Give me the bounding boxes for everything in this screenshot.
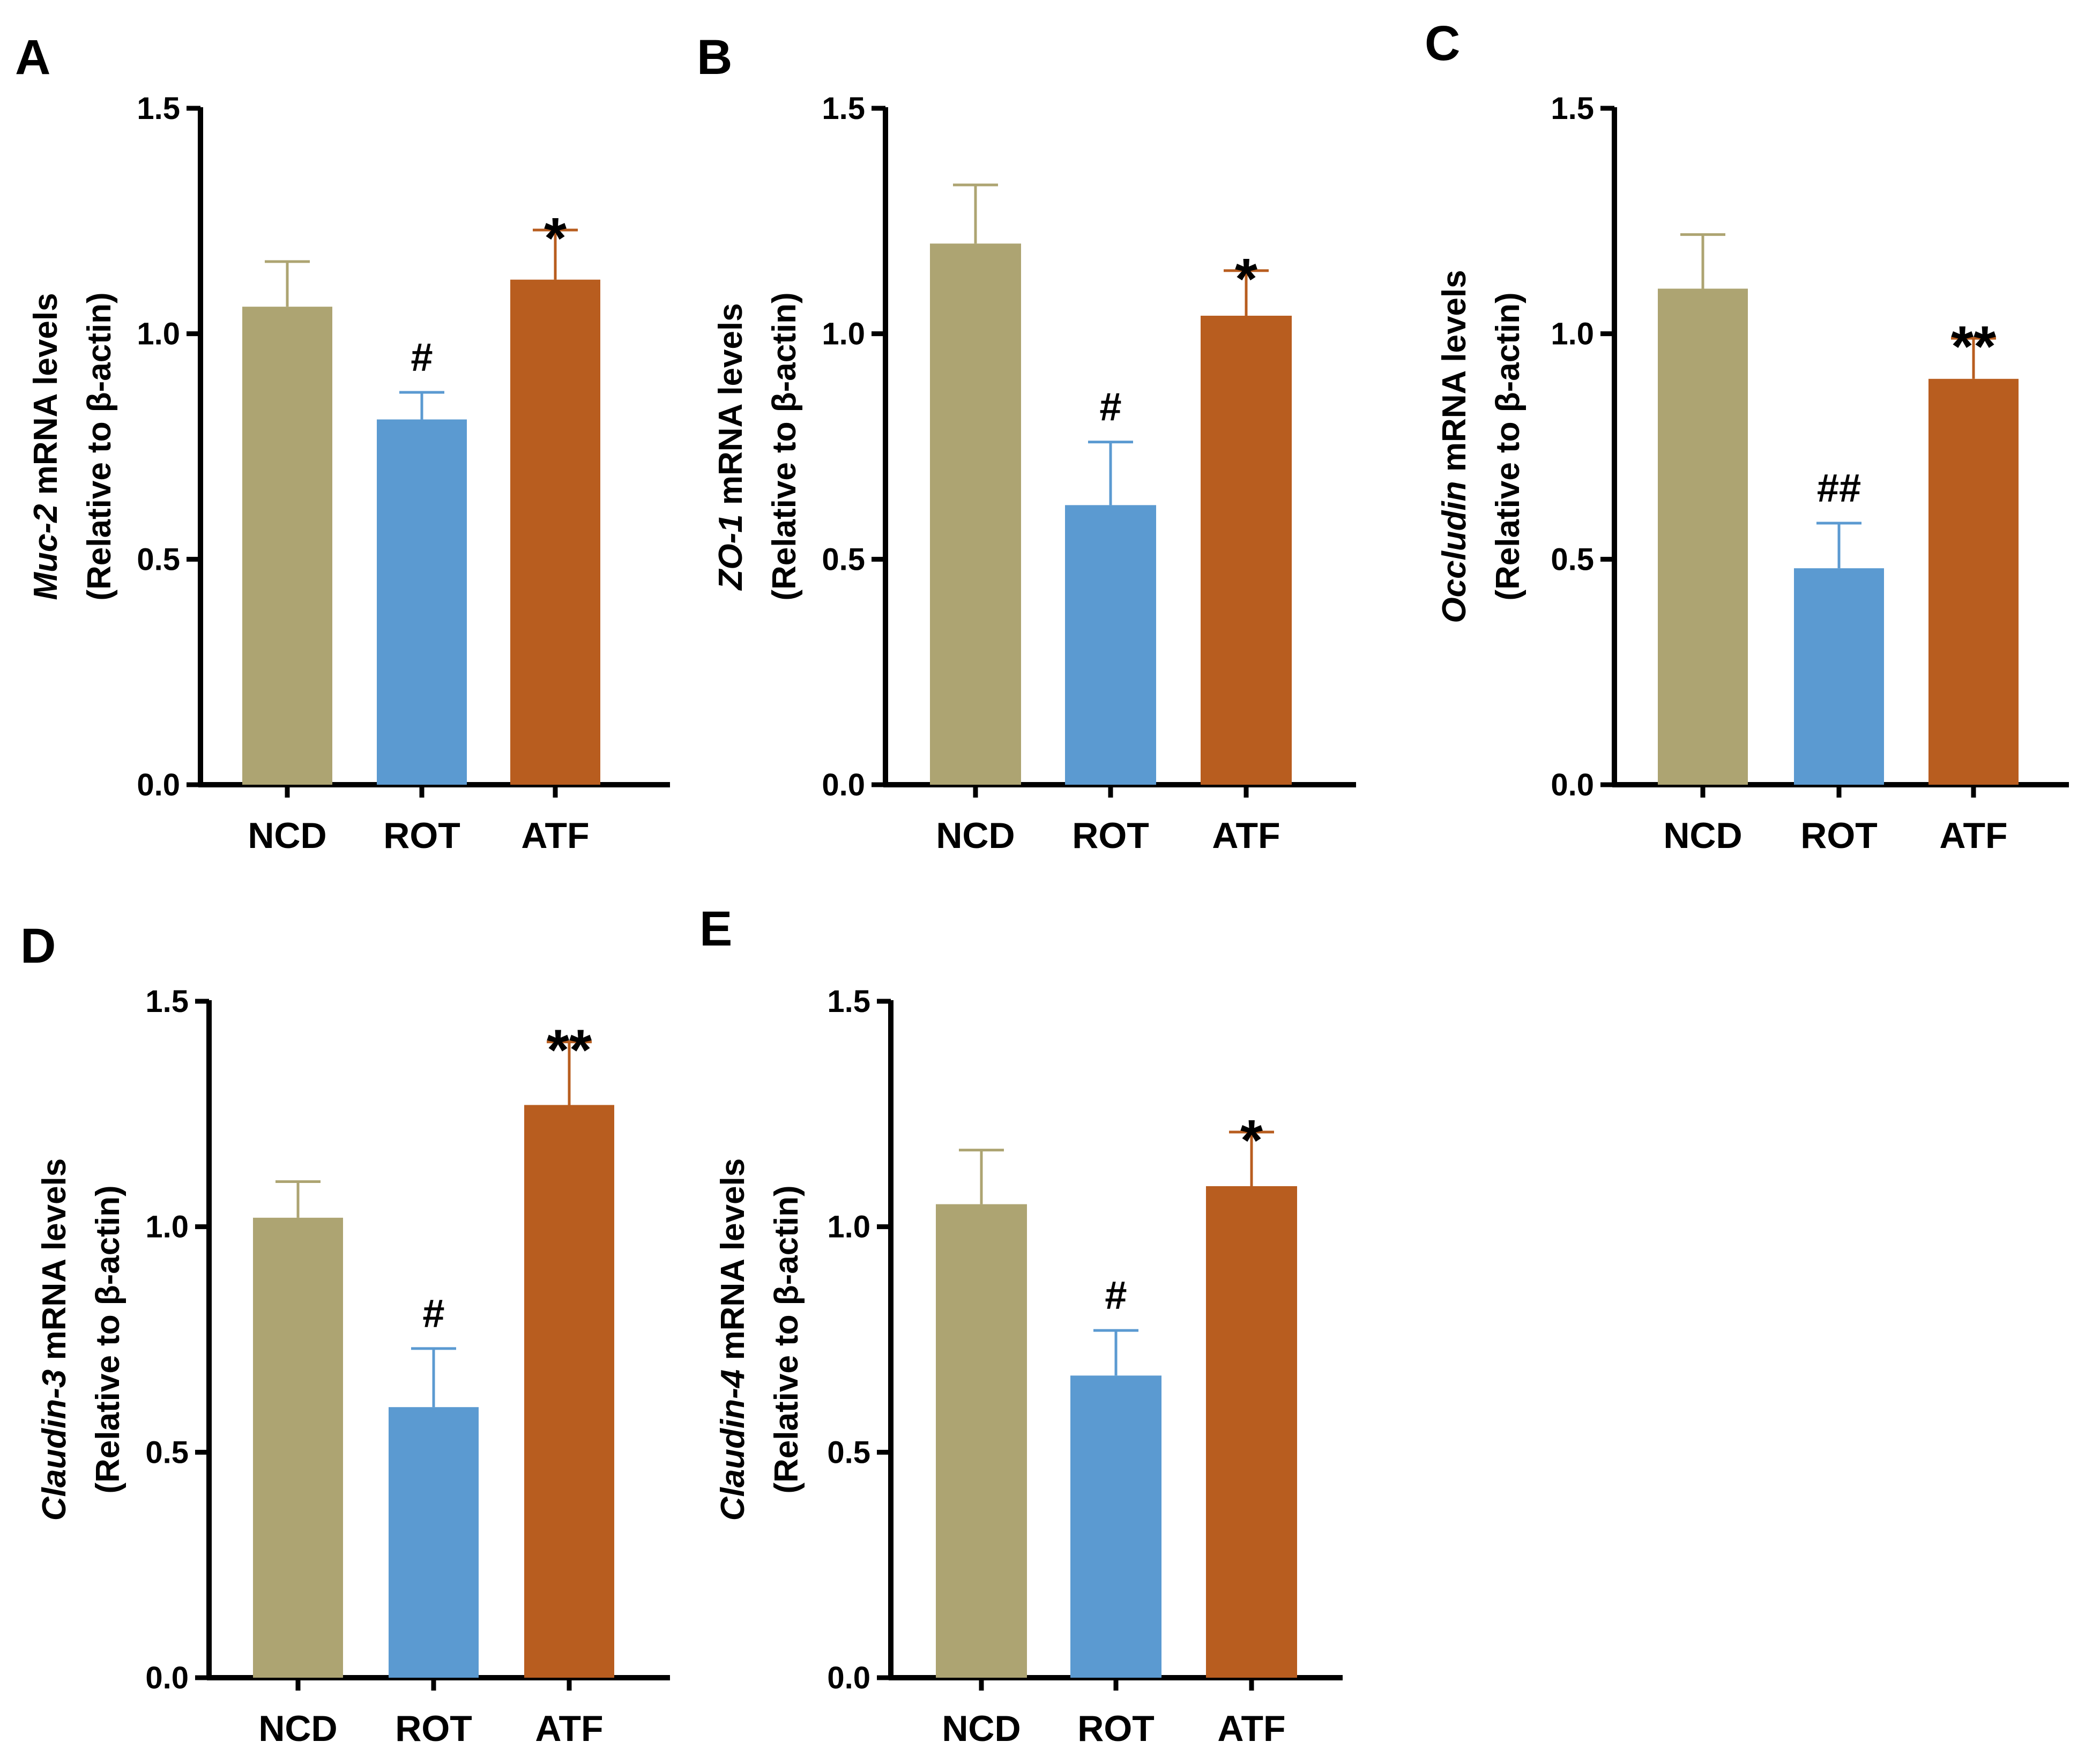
y-tick-label: 1.5 [145,984,189,1019]
x-tick-label: ROT [1800,815,1878,856]
y-axis-label: Claudin-4 mRNA levels [714,1158,751,1521]
significance-label: ** [547,1017,592,1082]
significance-label: ## [1817,466,1861,510]
y-label-rest: mRNA levels [36,1158,73,1369]
y-axis-label-line2: (Relative to β-actin) [90,1185,126,1493]
bar-atf [510,279,600,785]
y-tick-label: 1.5 [137,91,180,126]
panel-letter: B [697,30,732,85]
significance-label: # [411,335,433,379]
y-tick-label: 1.0 [145,1210,189,1245]
x-tick-label: ATF [1212,815,1280,856]
bar-rot [1065,505,1156,785]
panel-letter: C [1425,16,1460,71]
y-axis-label: Occludin mRNA levels [1436,270,1473,623]
significance-label: * [544,205,567,270]
panel-letter: E [699,902,732,956]
y-tick-label: 0.5 [1551,542,1594,577]
y-tick-label: 0.0 [137,768,180,802]
panel-b: B 0.0 0.5 1.0 1.5 ZO-1 mRNA levels (Relative t… [697,30,1356,856]
bar-rot [377,419,467,785]
significance-label: # [422,1291,444,1336]
y-tick-label: 0.5 [827,1435,870,1470]
x-tick-label: ROT [395,1708,472,1749]
y-tick-label: 0.5 [137,542,180,577]
significance-label: * [1235,246,1257,311]
x-tick-label: ATF [1217,1708,1285,1749]
y-tick-label: 1.0 [822,317,865,352]
y-axis-label-line2: (Relative to β-actin) [81,292,118,600]
bar-atf [1201,316,1292,785]
y-tick-label: 1.5 [822,91,865,126]
panel-c: C 0.0 0.5 1.0 1.5 Occludin mRNA levels (Relati… [1425,16,2069,856]
y-tick-label: 1.5 [1551,91,1594,126]
gene-name: ZO-1 [712,514,749,591]
y-tick-label: 1.0 [137,317,180,352]
y-tick-label: 1.0 [827,1210,870,1245]
y-axis-label-line2: (Relative to β-actin) [1490,292,1526,600]
y-label-rest: mRNA levels [27,293,64,504]
gene-name: Claudin-3 [36,1369,73,1521]
x-tick-label: NCD [258,1708,337,1749]
x-tick-label: ROT [1072,815,1149,856]
bar-rot [389,1407,479,1678]
panel-e: E 0.0 0.5 1.0 1.5 Claudin-4 mRNA levels (Relat… [699,902,1343,1749]
y-tick-label: 0.0 [822,768,865,802]
y-tick-label: 0.5 [822,542,865,577]
y-axis-label-line2: (Relative to β-actin) [766,292,803,600]
bar-atf [524,1105,614,1678]
x-tick-label: ROT [383,815,460,856]
significance-label: # [1099,385,1121,429]
bar-ncd [936,1204,1027,1678]
x-tick-label: ATF [1939,815,2007,856]
bar-ncd [930,243,1021,785]
y-tick-label: 1.0 [1551,317,1594,352]
y-axis-label-line2: (Relative to β-actin) [768,1185,805,1493]
panel-d: D 0.0 0.5 1.0 1.5 Claudin-3 mRNA levels (Relat… [20,919,670,1749]
y-tick-label: 0.0 [1551,768,1594,802]
y-tick-label: 0.0 [145,1661,189,1695]
y-tick-label: 0.0 [827,1661,870,1695]
bar-rot [1794,568,1884,785]
y-axis-label: ZO-1 mRNA levels [712,303,749,591]
bar-ncd [253,1217,343,1678]
x-tick-label: ROT [1077,1708,1155,1749]
panel-letter: A [15,30,50,85]
x-tick-label: NCD [942,1708,1021,1749]
x-tick-label: NCD [248,815,326,856]
panel-letter: D [20,919,56,973]
y-tick-label: 0.5 [145,1435,189,1470]
y-axis-label: Muc-2 mRNA levels [27,293,64,600]
panel-a: A 0.0 0.5 1.0 1.5 Muc-2 mRNA levels (Relative … [15,30,670,856]
bar-ncd [242,307,332,785]
bar-rot [1070,1375,1161,1678]
y-label-rest: mRNA levels [1436,270,1473,481]
significance-label: * [1240,1107,1263,1172]
x-tick-label: NCD [1663,815,1742,856]
x-tick-label: ATF [521,815,589,856]
x-tick-label: NCD [936,815,1015,856]
gene-name: Claudin-4 [714,1369,751,1521]
y-label-rest: mRNA levels [714,1158,751,1369]
gene-name: Muc-2 [27,504,64,600]
y-label-rest: mRNA levels [712,303,749,514]
significance-label: # [1105,1273,1127,1318]
bar-ncd [1658,288,1748,785]
bar-atf [1928,378,2019,785]
gene-name: Occludin [1436,481,1473,623]
significance-label: ** [1951,314,1996,378]
y-axis-label: Claudin-3 mRNA levels [36,1158,73,1521]
bar-atf [1206,1186,1297,1678]
y-tick-label: 1.5 [827,984,870,1019]
x-tick-label: ATF [535,1708,603,1749]
